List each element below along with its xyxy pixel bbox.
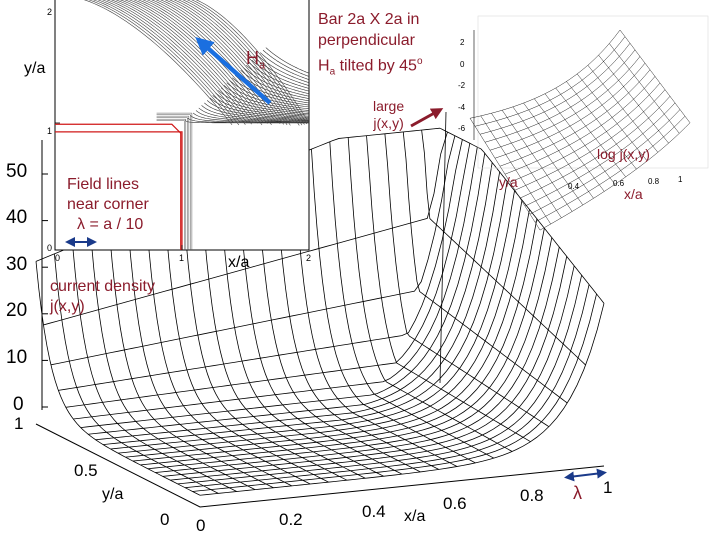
large-label-line-2: j(x,y)	[373, 115, 404, 132]
main-ztick-50: 50	[6, 161, 27, 183]
main-ytick-0-5: 0.5	[74, 461, 98, 481]
field-ha-label: Ha	[246, 48, 265, 72]
inset-ytick-1: 1	[47, 126, 52, 136]
main-x-label: x/a	[404, 508, 425, 526]
log-grid-line-x	[470, 30, 620, 118]
log-grid-line-x	[490, 57, 640, 151]
field-lines-line-1: Field lines	[67, 175, 149, 195]
large-j-label: large j(x,y)	[373, 98, 404, 132]
field-lines-caption: Field lines near corner λ = a / 10	[67, 175, 149, 235]
log-current-density-surface	[470, 16, 708, 230]
log-xtick-1: 1	[678, 175, 682, 184]
main-y-label: y/a	[102, 486, 123, 504]
log-ztick-0: 0	[460, 60, 464, 69]
inset-xtick-1: 1	[179, 253, 184, 263]
log-xtick-0-4: 0.4	[568, 182, 579, 191]
log-grid-line-y	[609, 44, 679, 134]
log-ztick-m4: -4	[458, 103, 465, 112]
main-xtick-0-2: 0.2	[279, 510, 303, 530]
inset-x-label: x/a	[228, 254, 249, 272]
surface-grid-line-x	[170, 266, 574, 480]
log-grid-line-y	[545, 94, 615, 185]
log-y-label: y/a	[499, 174, 518, 190]
lambda-width-arrow-main	[569, 473, 602, 477]
surface-grid-line-x	[155, 247, 559, 473]
title-line-2: perpendicular	[318, 30, 423, 51]
log-xtick-0-8: 0.8	[648, 177, 659, 186]
current-label-line-2: j(x,y)	[50, 297, 155, 317]
log-x-label: x/a	[624, 186, 643, 202]
title-h: H	[318, 57, 330, 74]
main-ztick-20: 20	[6, 300, 27, 322]
diagram-stage: Bar 2a X 2a in perpendicular Ha tilted b…	[0, 0, 720, 540]
log-ztick-m2: -2	[458, 81, 465, 90]
inset-ytick-2: 2	[47, 7, 52, 17]
main-ztick-0: 0	[13, 394, 24, 416]
title-tilt: tilted by 45	[335, 57, 417, 74]
main-ytick-1: 1	[14, 414, 23, 434]
field-h: H	[246, 48, 259, 68]
log-grid-line-x	[495, 63, 645, 158]
current-density-caption: current density j(x,y)	[50, 277, 155, 317]
surface-grid-line-y	[348, 138, 512, 452]
large-j-pointer-arrow	[411, 111, 438, 126]
log-ztick-m6: -6	[458, 124, 465, 133]
main-ztick-10: 10	[6, 347, 27, 369]
main-ztick-40: 40	[6, 207, 27, 229]
main-ztick-30: 30	[6, 254, 27, 276]
current-label-line-1: current density	[50, 277, 155, 297]
log-grid-line-y	[556, 88, 626, 177]
surface-grid-line-x	[133, 219, 537, 461]
surface-grid-line-y	[440, 128, 604, 303]
log-grid-line-y	[620, 30, 690, 123]
main-xtick-1: 1	[603, 478, 612, 498]
inset-xtick-2: 2	[306, 253, 311, 263]
lambda-eq: λ = a / 10	[67, 215, 149, 235]
large-label-line-1: large	[373, 98, 404, 115]
field-lines-line-2: near corner	[67, 195, 149, 215]
lambda-symbol: λ	[573, 483, 582, 504]
title-degree: o	[417, 56, 423, 67]
surface-grid-line-y	[330, 142, 494, 458]
log-xtick-0-6: 0.6	[613, 179, 624, 188]
main-xtick-0-6: 0.6	[443, 494, 467, 514]
inset-ytick-0: 0	[47, 243, 52, 253]
inset-xtick-0: 0	[55, 253, 60, 263]
main-ytick-0a: 0	[160, 510, 169, 530]
inset-y-label: y/a	[24, 60, 45, 78]
title-line-3: Ha tilted by 45o	[318, 51, 423, 83]
main-xtick-0-4: 0.4	[362, 502, 386, 522]
main-xtick-0: 0	[196, 516, 205, 536]
field-h-sub: a	[259, 60, 265, 72]
title-annotation: Bar 2a X 2a in perpendicular Ha tilted b…	[318, 9, 423, 83]
log-grid-line-x	[515, 90, 665, 190]
log-grid-line-x	[480, 43, 630, 134]
log-j-label: log j(x,y)	[597, 146, 650, 162]
main-xtick-0-8: 0.8	[520, 486, 544, 506]
log-ztick-2: 2	[460, 38, 464, 47]
log-grid-line-x	[475, 37, 625, 127]
surface-grid-line-y	[403, 132, 567, 403]
surface-grid-line-x	[178, 275, 582, 484]
title-line-1: Bar 2a X 2a in	[318, 9, 423, 30]
